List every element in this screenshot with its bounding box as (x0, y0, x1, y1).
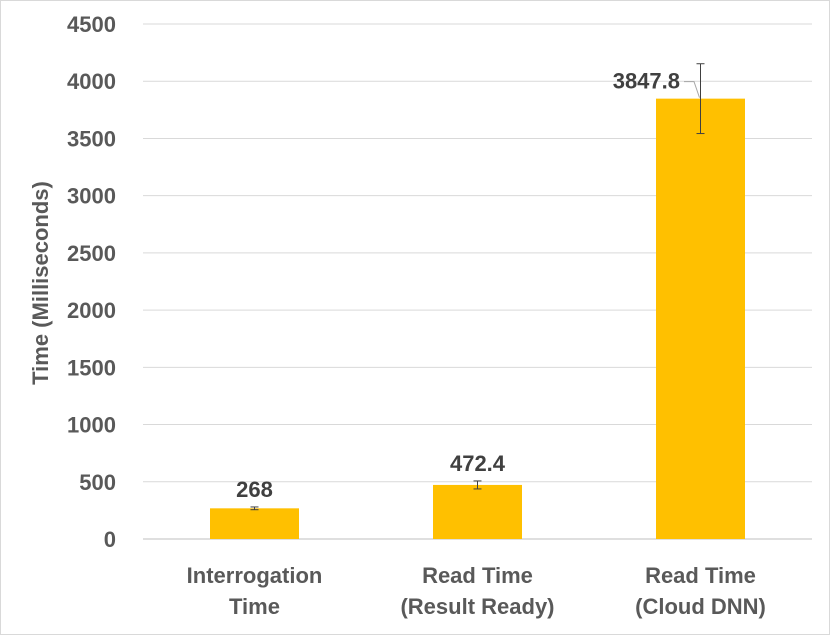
data-label: 268 (236, 477, 273, 502)
y-tick-label: 500 (79, 470, 116, 495)
bars (210, 98, 745, 540)
bar (433, 484, 522, 539)
data-label: 472.4 (450, 451, 506, 476)
y-tick-label: 0 (104, 527, 116, 552)
y-tick-label: 2000 (67, 298, 116, 323)
x-category-line: Interrogation (187, 563, 323, 588)
bar (656, 98, 745, 540)
x-category-line: Read Time (645, 563, 756, 588)
bar (210, 508, 299, 539)
x-category-label: Interrogation Time (187, 563, 323, 619)
y-axis-label: Time (Milliseconds) (28, 181, 53, 385)
error-bar (696, 63, 705, 135)
error-bars (250, 63, 705, 511)
y-tick-label: 1500 (67, 355, 116, 380)
x-category-line: Time (229, 594, 280, 619)
data-labels: 268 472.4 3847.8 (236, 69, 700, 502)
y-tick-label: 2500 (67, 241, 116, 266)
x-category-line: (Cloud DNN) (635, 594, 766, 619)
y-tick-label: 3500 (67, 126, 116, 151)
x-category-label: Read Time (Cloud DNN) (635, 563, 766, 619)
x-category-label: Read Time (Result Ready) (400, 563, 554, 619)
data-label: 3847.8 (613, 69, 680, 94)
data-label-leader (684, 81, 700, 98)
error-bar (250, 506, 259, 511)
x-axis-categories: Interrogation Time Read Time (Result Ready)… (187, 563, 766, 619)
x-category-line: (Result Ready) (400, 594, 554, 619)
y-tick-label: 4000 (67, 69, 116, 94)
y-tick-label: 1000 (67, 413, 116, 438)
y-tick-label: 4500 (67, 12, 116, 37)
x-category-line: Read Time (422, 563, 533, 588)
y-tick-label: 3000 (67, 184, 116, 209)
error-bar (473, 480, 482, 490)
y-axis-ticks: 0 500 1000 1500 2000 2500 3000 3500 4000 4500 (67, 12, 116, 552)
